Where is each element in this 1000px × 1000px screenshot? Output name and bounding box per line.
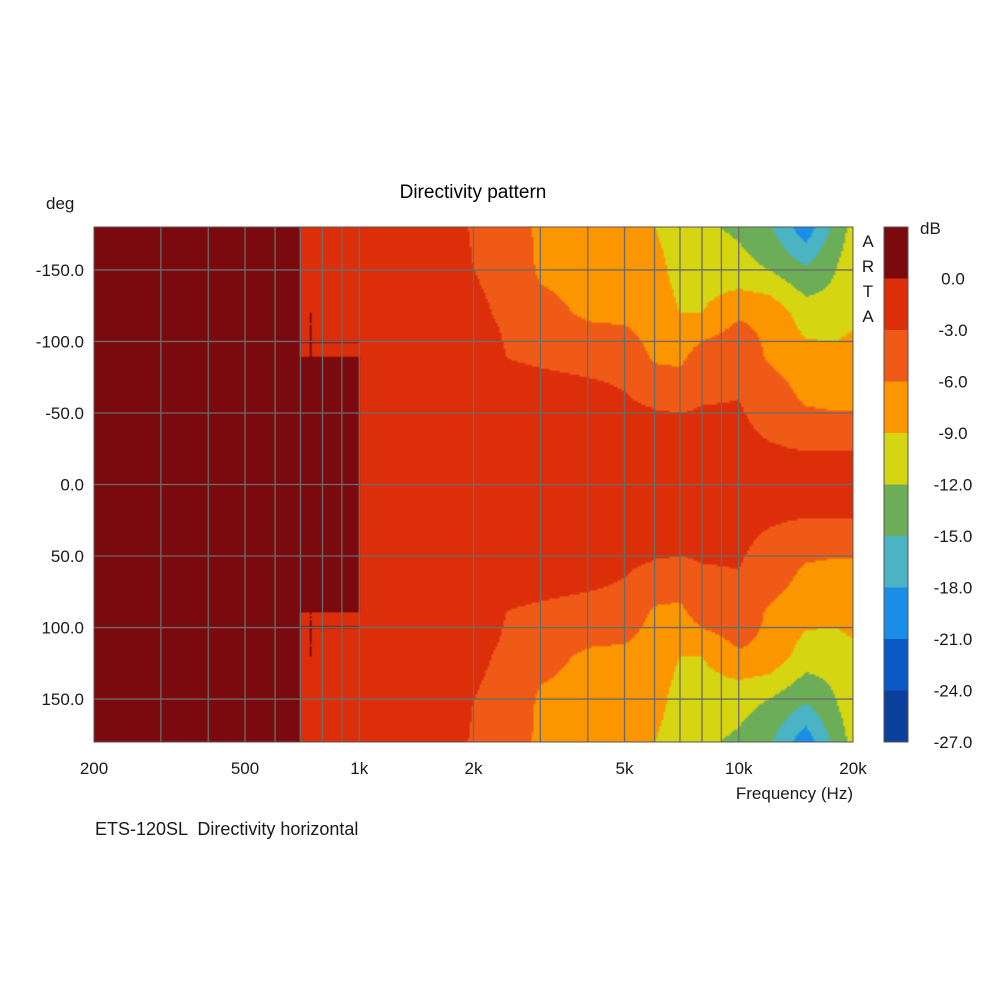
colorbar-segment xyxy=(884,381,908,434)
watermark-letter: R xyxy=(862,257,874,276)
colorbar-tick-label: 0.0 xyxy=(941,270,965,289)
colorbar-tick-label: -3.0 xyxy=(938,321,967,340)
colorbar-tick-label: -24.0 xyxy=(934,682,973,701)
colorbar-tick-labels: 0.0 -3.0 -6.0 -9.0 -12.0 -15.0 -18.0 -21.0 -24.0… xyxy=(934,270,973,753)
y-tick-label: -150.0 xyxy=(36,261,84,280)
colorbar-tick-label: -9.0 xyxy=(938,424,967,443)
plot-frame xyxy=(93,226,854,743)
x-tick-label: 5k xyxy=(616,759,634,778)
colorbar-tick-label: -21.0 xyxy=(934,630,973,649)
watermark-letter: A xyxy=(862,307,874,326)
colorbar-segment xyxy=(884,536,908,588)
colorbar-segment xyxy=(884,690,908,743)
x-tick-label: 2k xyxy=(465,759,483,778)
colorbar-frame xyxy=(883,226,909,743)
watermark-letter: A xyxy=(862,232,874,251)
x-tick-label: 20k xyxy=(839,759,867,778)
y-tick-label: -50.0 xyxy=(45,404,84,423)
x-tick-label: 1k xyxy=(350,759,368,778)
x-tick-label: 10k xyxy=(725,759,753,778)
colorbar-segment xyxy=(884,639,908,691)
x-axis-label: Frequency (Hz) xyxy=(736,784,853,803)
colorbar-segment xyxy=(884,587,908,640)
colorbar-segment xyxy=(884,484,908,537)
colorbar-segment xyxy=(884,330,908,382)
chart-caption: ETS-120SL Directivity horizontal xyxy=(95,819,359,839)
colorbar-unit-label: dB xyxy=(920,219,941,238)
y-tick-label: -100.0 xyxy=(36,332,84,351)
x-tick-label: 200 xyxy=(80,759,108,778)
colorbar-segment xyxy=(884,227,908,279)
grid-lines xyxy=(94,227,853,742)
colorbar-tick-label: -6.0 xyxy=(938,373,967,392)
chart-title: Directivity pattern xyxy=(400,182,547,203)
x-tick-label: 500 xyxy=(231,759,259,778)
colorbar-tick-label: -27.0 xyxy=(934,733,973,752)
y-tick-label: 100.0 xyxy=(41,619,84,638)
colorbar-tick-label: -12.0 xyxy=(934,476,973,495)
y-tick-label: 0.0 xyxy=(60,476,84,495)
colorbar-segment xyxy=(884,433,908,485)
y-axis-label: deg xyxy=(46,194,74,213)
watermark-letter: T xyxy=(863,282,873,301)
x-tick-labels: 200 500 1k 2k 5k 10k 20k xyxy=(80,759,867,778)
y-tick-label: 150.0 xyxy=(41,690,84,709)
colorbar-tick-label: -15.0 xyxy=(934,527,973,546)
colorbar-segment xyxy=(884,278,908,331)
y-tick-label: 50.0 xyxy=(51,547,84,566)
colorbar-tick-label: -18.0 xyxy=(934,579,973,598)
y-tick-labels: -150.0 -100.0 -50.0 0.0 50.0 100.0 150.0 xyxy=(36,261,84,709)
colorbar xyxy=(883,226,909,743)
